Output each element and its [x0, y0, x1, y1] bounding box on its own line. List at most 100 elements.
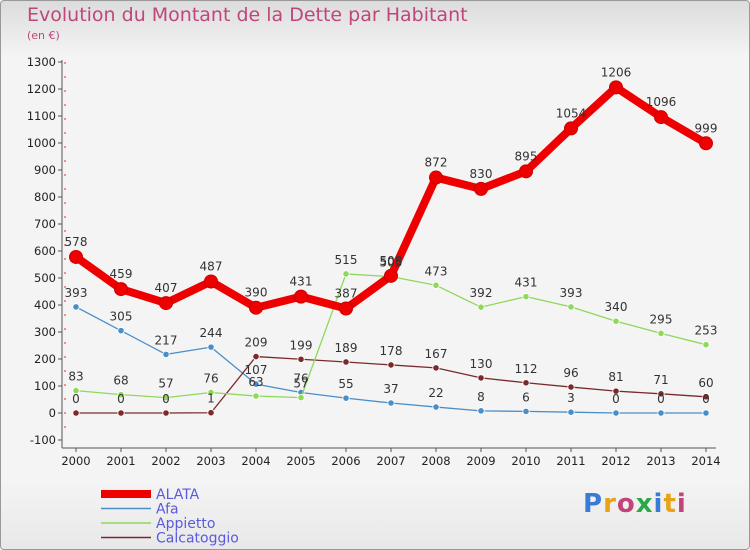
data-point-afa — [387, 399, 395, 407]
data-point-alata — [204, 274, 218, 289]
data-label-calcatoggio: 81 — [608, 370, 623, 384]
data-label-calcatoggio: 0 — [162, 392, 170, 406]
proxiti-logo: Proxiti — [583, 489, 687, 519]
data-label-alata: 999 — [695, 121, 718, 135]
data-point-calcatoggio — [657, 390, 665, 398]
data-label-alata: 1096 — [646, 95, 677, 109]
data-point-calcatoggio — [702, 393, 710, 401]
data-point-calcatoggio — [522, 379, 530, 387]
data-label-appietto: 63 — [248, 375, 263, 389]
y-tick-label: 1300 — [27, 55, 56, 69]
data-label-appietto: 515 — [335, 253, 358, 267]
series-calcatoggio — [72, 352, 710, 417]
data-point-appietto — [342, 270, 350, 278]
data-label-alata: 390 — [245, 286, 268, 300]
data-point-calcatoggio — [297, 355, 305, 363]
data-label-calcatoggio: 178 — [380, 344, 403, 358]
data-label-alata: 459 — [110, 267, 133, 281]
data-point-appietto — [297, 394, 305, 402]
data-point-appietto — [252, 392, 260, 400]
data-label-afa: 76 — [293, 371, 308, 385]
data-label-alata: 487 — [200, 260, 223, 274]
data-label-afa: 6 — [522, 390, 530, 404]
data-point-calcatoggio — [117, 409, 125, 417]
data-point-afa — [72, 303, 80, 311]
x-tick-label: 2008 — [421, 454, 450, 468]
x-tick-label: 2002 — [151, 454, 180, 468]
data-label-alata: 508 — [380, 254, 403, 268]
data-label-afa: 22 — [428, 386, 443, 400]
y-tick-label: 800 — [34, 190, 56, 204]
data-label-appietto: 393 — [560, 286, 583, 300]
data-point-afa — [567, 408, 575, 416]
data-label-afa: 393 — [65, 286, 88, 300]
y-tick-label: 1100 — [27, 109, 56, 123]
data-point-alata — [699, 136, 713, 151]
data-label-alata: 1054 — [556, 106, 587, 120]
data-point-calcatoggio — [477, 374, 485, 382]
data-label-alata: 895 — [515, 149, 538, 163]
data-point-alata — [384, 268, 398, 283]
y-tick-label: 900 — [34, 163, 56, 177]
y-tick-label: 1000 — [27, 136, 56, 150]
data-point-afa — [117, 327, 125, 335]
data-label-appietto: 57 — [158, 377, 173, 391]
data-label-appietto: 253 — [695, 324, 718, 338]
y-tick-label: 1200 — [27, 82, 56, 96]
data-label-calcatoggio: 71 — [653, 373, 668, 387]
data-label-alata: 407 — [155, 281, 178, 295]
data-point-afa — [162, 350, 170, 359]
data-point-afa — [477, 407, 485, 415]
chart-title: Evolution du Montant de la Dette par Hab… — [27, 4, 468, 26]
legend-label-alata: ALATA — [156, 487, 200, 503]
data-point-calcatoggio — [162, 409, 170, 417]
y-tick-label: 0 — [49, 406, 56, 420]
series-afa — [72, 303, 710, 417]
data-label-alata: 872 — [425, 156, 448, 170]
chart-unit: (en €) — [27, 29, 60, 42]
data-point-calcatoggio — [342, 358, 350, 366]
data-point-afa — [522, 407, 530, 415]
data-point-alata — [339, 301, 353, 316]
x-tick-label: 2007 — [376, 454, 405, 468]
data-label-calcatoggio: 199 — [290, 338, 313, 352]
data-point-alata — [519, 164, 533, 179]
legend-label-calcatoggio: Calcatoggio — [156, 531, 239, 547]
data-label-appietto: 76 — [203, 371, 218, 385]
data-point-calcatoggio — [72, 409, 80, 417]
y-tick-label: 700 — [34, 217, 56, 231]
data-label-afa: 0 — [657, 392, 665, 406]
data-label-calcatoggio: 130 — [470, 357, 493, 371]
x-tick-label: 2003 — [196, 454, 225, 468]
series-alata — [69, 80, 713, 316]
data-label-appietto: 431 — [515, 276, 538, 290]
x-tick-label: 2013 — [646, 454, 675, 468]
data-point-calcatoggio — [612, 387, 620, 395]
data-label-alata: 387 — [335, 287, 358, 301]
data-point-calcatoggio — [567, 383, 575, 391]
y-tick-label: 300 — [34, 325, 56, 339]
x-tick-label: 2010 — [511, 454, 540, 468]
data-label-afa: 0 — [702, 392, 710, 406]
data-label-afa: 217 — [155, 333, 178, 347]
data-point-appietto — [207, 388, 215, 397]
x-tick-label: 2004 — [241, 454, 270, 468]
data-point-appietto — [612, 317, 620, 325]
data-label-appietto: 340 — [605, 300, 628, 314]
y-tick-label: 200 — [34, 352, 56, 366]
data-label-afa: 305 — [110, 310, 133, 324]
logo-letter: x — [635, 489, 654, 519]
data-point-alata — [294, 289, 308, 304]
data-point-alata — [654, 110, 668, 125]
data-label-calcatoggio: 209 — [245, 336, 268, 350]
data-point-afa — [657, 409, 665, 417]
y-tick-label: 500 — [34, 271, 56, 285]
data-point-afa — [207, 343, 215, 351]
data-label-alata: 1206 — [601, 65, 632, 79]
legend-label-appietto: Appietto — [156, 516, 215, 532]
data-label-afa: 244 — [200, 326, 223, 340]
x-tick-label: 2012 — [601, 454, 630, 468]
data-label-afa: 8 — [477, 390, 485, 404]
data-point-alata — [474, 181, 488, 196]
data-label-calcatoggio: 60 — [698, 376, 713, 390]
